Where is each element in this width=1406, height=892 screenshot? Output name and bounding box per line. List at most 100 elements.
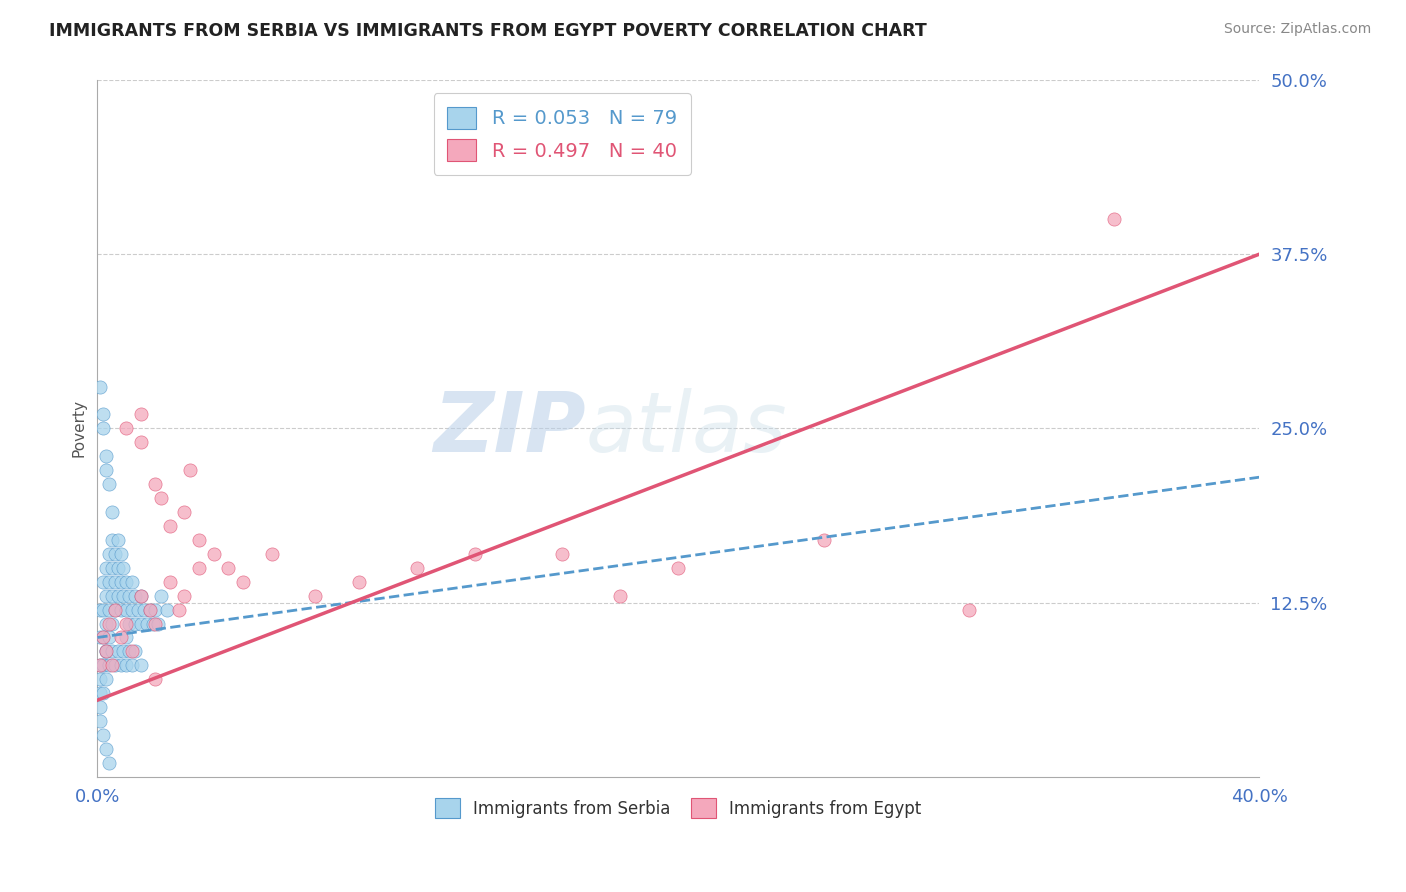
Point [89,700,111,714]
Point [124,644,146,658]
Point [91,658,114,673]
Point [98,756,121,770]
Point [94,673,117,687]
Point [217,561,239,575]
Point [91,574,114,589]
Point [89,714,111,728]
Point [129,616,152,631]
Point [91,728,114,742]
Point [115,631,138,645]
Point [179,463,201,477]
Point [91,408,114,422]
Point [551,547,574,561]
Point [101,644,124,658]
Point [129,435,152,450]
Point [609,589,631,603]
Text: IMMIGRANTS FROM SERBIA VS IMMIGRANTS FROM EGYPT POVERTY CORRELATION CHART: IMMIGRANTS FROM SERBIA VS IMMIGRANTS FRO… [49,22,927,40]
Point [666,561,689,575]
Point [104,574,127,589]
Point [115,421,138,435]
Point [260,547,283,561]
Point [115,574,138,589]
Point [141,616,163,631]
Point [101,533,124,547]
Text: ZIP: ZIP [433,388,585,469]
Point [110,574,132,589]
Point [104,602,127,616]
Point [115,658,138,673]
Point [107,644,129,658]
Point [98,547,121,561]
Point [173,589,195,603]
Point [127,602,149,616]
Point [91,658,114,673]
Point [98,574,121,589]
Point [118,589,141,603]
Point [347,574,370,589]
Point [118,644,141,658]
Point [118,616,141,631]
Point [89,686,111,700]
Point [94,742,117,756]
Text: atlas: atlas [585,388,787,469]
Point [104,602,127,616]
Point [304,589,326,603]
Point [104,658,127,673]
Point [94,450,117,464]
Point [91,602,114,616]
Point [132,602,155,616]
Point [89,631,111,645]
Point [159,574,181,589]
Point [129,589,152,603]
Point [89,673,111,687]
Point [94,616,117,631]
Point [145,673,167,687]
Point [135,616,157,631]
Point [150,589,173,603]
Point [112,561,135,575]
Point [115,616,138,631]
Point [101,561,124,575]
Point [957,602,980,616]
Point [148,616,170,631]
Point [110,602,132,616]
Point [129,408,152,422]
Legend: Immigrants from Serbia, Immigrants from Egypt: Immigrants from Serbia, Immigrants from … [429,792,928,824]
Point [98,602,121,616]
Point [107,589,129,603]
Point [112,644,135,658]
Point [94,644,117,658]
Point [104,547,127,561]
Point [145,602,167,616]
Point [101,616,124,631]
Point [91,421,114,435]
Point [91,686,114,700]
Point [101,658,124,673]
Point [173,505,195,519]
Point [188,533,211,547]
Point [89,658,111,673]
Point [94,463,117,477]
Point [91,631,114,645]
Point [138,602,160,616]
Point [145,477,167,491]
Point [115,602,138,616]
Point [94,589,117,603]
Point [124,616,146,631]
Point [110,631,132,645]
Point [138,602,160,616]
Point [150,491,173,505]
Point [98,477,121,491]
Point [89,379,111,393]
Point [124,589,146,603]
Point [121,658,143,673]
Point [98,631,121,645]
Point [405,561,427,575]
Text: Source: ZipAtlas.com: Source: ZipAtlas.com [1223,22,1371,37]
Point [121,602,143,616]
Point [101,589,124,603]
Point [110,658,132,673]
Point [232,574,254,589]
Point [159,519,181,533]
Point [110,547,132,561]
